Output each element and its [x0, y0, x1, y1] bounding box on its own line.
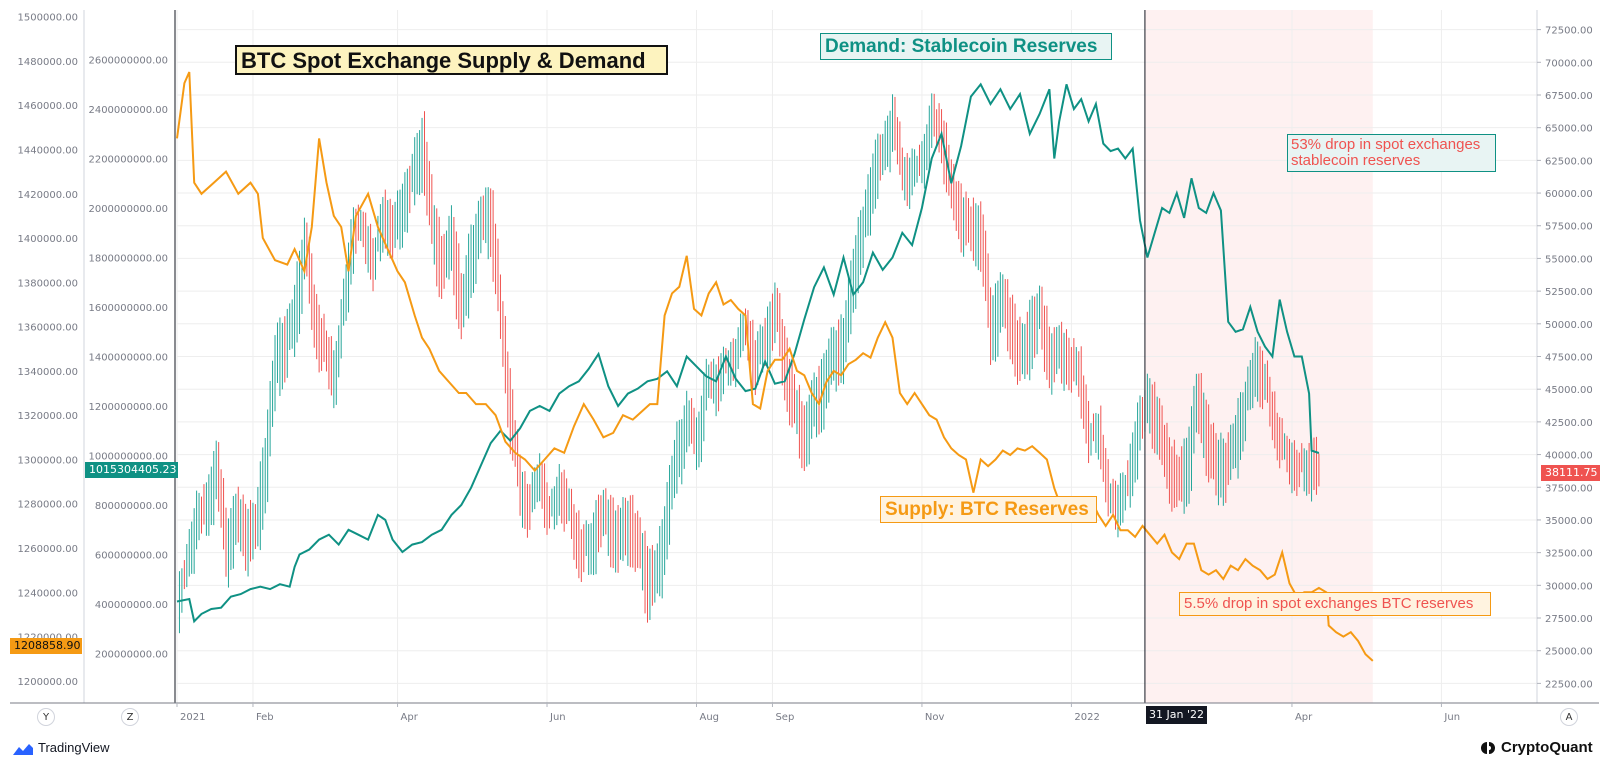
- stablecoin-reserves-tick-label: 200000000.00: [95, 650, 168, 661]
- btc-reserves-tick-label: 1280000.00: [18, 500, 78, 511]
- btc-reserves-tick-label: 1360000.00: [18, 323, 78, 334]
- time-tick-label: Apr: [401, 712, 419, 723]
- stablecoin-reserves-tick-label: 2600000000.00: [88, 56, 168, 67]
- btc-reserves-tick-label: 1460000.00: [18, 101, 78, 112]
- log-scale-button[interactable]: Y: [37, 708, 55, 726]
- btc-drop-annotation: 5.5% drop in spot exchanges BTC reserves: [1179, 592, 1491, 616]
- time-tick-label: Aug: [699, 712, 719, 723]
- z-scale-button[interactable]: Z: [121, 708, 139, 726]
- btc-price-tick-label: 52500.00: [1545, 287, 1593, 298]
- stablecoin-reserves-tick-label: 1400000000.00: [88, 353, 168, 364]
- stablecoin-reserves-tick-label: 2000000000.00: [88, 204, 168, 215]
- btc-price-tick-label: 62500.00: [1545, 156, 1593, 167]
- btc-reserves-line: [176, 71, 1374, 662]
- stablecoin-reserves-tick-label: 1800000000.00: [88, 254, 168, 265]
- stablecoin-drop-annotation: 53% drop in spot exchanges stablecoin re…: [1287, 134, 1496, 172]
- btc-price-tick-label: 35000.00: [1545, 516, 1593, 527]
- supply-label: Supply: BTC Reserves: [880, 496, 1097, 523]
- cryptoquant-icon: [1481, 742, 1495, 755]
- btc-price-tick-label: 37500.00: [1545, 483, 1593, 494]
- btc-reserves-tick-label: 1480000.00: [18, 57, 78, 68]
- btc-price-tick-label: 60000.00: [1545, 189, 1593, 200]
- time-tick-label: Sep: [775, 712, 794, 723]
- tradingview-text: TradingView: [38, 740, 110, 755]
- auto-scale-button[interactable]: A: [1560, 708, 1578, 726]
- cryptoquant-text: CryptoQuant: [1501, 739, 1593, 756]
- stablecoin-reserves-tick-label: 800000000.00: [95, 501, 168, 512]
- btc-price-current-value: 38111.75: [1541, 465, 1600, 481]
- time-axis: 2021 Feb Apr Jun Aug Sep Nov 2022 Apr Jun: [176, 703, 1460, 723]
- stablecoin-reserves-tick-label: 1600000000.00: [88, 303, 168, 314]
- btc-reserves-tick-label: 1380000.00: [18, 278, 78, 289]
- btc-reserves-axis: 1200000.001220000.001240000.001260000.00…: [18, 13, 78, 688]
- btc-price-tick-label: 22500.00: [1545, 679, 1593, 690]
- btc-reserves-current-value: 1208858.90: [10, 638, 82, 654]
- btc-price-tick-label: 45000.00: [1545, 385, 1593, 396]
- btc-price-tick-label: 55000.00: [1545, 254, 1593, 265]
- tradingview-logo[interactable]: TradingView: [12, 740, 110, 756]
- stablecoin-reserves-tick-label: 1000000000.00: [88, 452, 168, 463]
- btc-price-tick-label: 57500.00: [1545, 222, 1593, 233]
- btc-price-tick-label: 32500.00: [1545, 549, 1593, 560]
- btc-price-tick-label: 30000.00: [1545, 581, 1593, 592]
- time-tick-label: Jun: [549, 712, 566, 723]
- time-tick-label: Nov: [925, 712, 945, 723]
- btc-reserves-tick-label: 1440000.00: [18, 145, 78, 156]
- btc-reserves-tick-label: 1320000.00: [18, 411, 78, 422]
- btc-price-tick-label: 70000.00: [1545, 58, 1593, 69]
- btc-reserves-tick-label: 1420000.00: [18, 190, 78, 201]
- demand-label: Demand: Stablecoin Reserves: [820, 33, 1112, 60]
- chart-title: BTC Spot Exchange Supply & Demand: [235, 45, 668, 75]
- time-tick-label: Feb: [256, 712, 274, 723]
- btc-reserves-tick-label: 1240000.00: [18, 588, 78, 599]
- btc-reserves-tick-label: 1500000.00: [18, 13, 78, 24]
- stablecoin-reserves-axis: 200000000.00 400000000.00 600000000.00 8000…: [88, 56, 168, 661]
- btc-price-tick-label: 72500.00: [1545, 26, 1593, 37]
- stablecoin-reserves-tick-label: 400000000.00: [95, 600, 168, 611]
- btc-price-candles: [178, 93, 1320, 634]
- stablecoin-reserves-tick-label: 2400000000.00: [88, 105, 168, 116]
- btc-price-tick-label: 67500.00: [1545, 91, 1593, 102]
- btc-reserves-tick-label: 1340000.00: [18, 367, 78, 378]
- cryptoquant-logo: CryptoQuant: [1478, 739, 1593, 756]
- btc-price-axis: 22500.00 25000.00 27500.00 30000.00 32500.00…: [1537, 26, 1593, 690]
- time-tick-label: 2021: [180, 712, 205, 723]
- btc-reserves-tick-label: 1200000.00: [18, 677, 78, 688]
- stablecoin-current-value: 1015304405.23: [85, 462, 178, 478]
- time-tick-label: 2022: [1074, 712, 1099, 723]
- btc-price-tick-label: 27500.00: [1545, 614, 1593, 625]
- time-tick-label: Apr: [1295, 712, 1313, 723]
- btc-price-tick-label: 50000.00: [1545, 320, 1593, 331]
- btc-price-tick-label: 65000.00: [1545, 124, 1593, 135]
- stablecoin-reserves-tick-label: 1200000000.00: [88, 402, 168, 413]
- btc-reserves-tick-label: 1400000.00: [18, 234, 78, 245]
- btc-price-tick-label: 47500.00: [1545, 353, 1593, 364]
- btc-price-tick-label: 25000.00: [1545, 647, 1593, 658]
- time-tick-label: Jun: [1443, 712, 1460, 723]
- stablecoin-reserves-tick-label: 600000000.00: [95, 551, 168, 562]
- tradingview-icon: [13, 743, 33, 755]
- date-marker-label: 31 Jan '22: [1146, 706, 1207, 724]
- stablecoin-reserves-tick-label: 2200000000.00: [88, 155, 168, 166]
- btc-price-tick-label: 42500.00: [1545, 418, 1593, 429]
- btc-price-tick-label: 40000.00: [1545, 451, 1593, 462]
- btc-reserves-tick-label: 1300000.00: [18, 455, 78, 466]
- stablecoin-reserves-line: [176, 82, 1320, 624]
- btc-reserves-tick-label: 1260000.00: [18, 544, 78, 555]
